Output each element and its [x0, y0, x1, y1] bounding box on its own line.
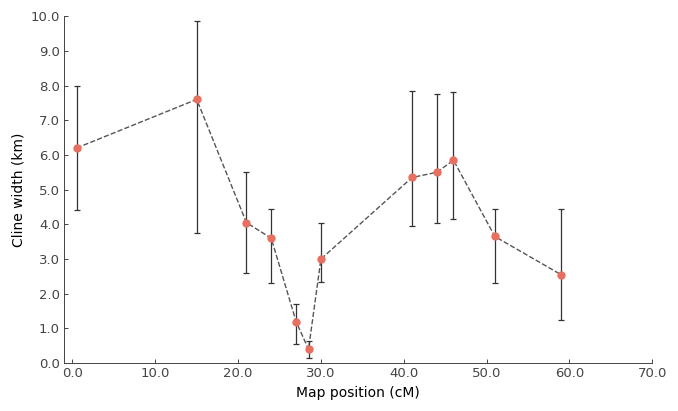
Y-axis label: Cline width (km): Cline width (km)	[11, 132, 25, 247]
X-axis label: Map position (cM): Map position (cM)	[296, 386, 420, 400]
